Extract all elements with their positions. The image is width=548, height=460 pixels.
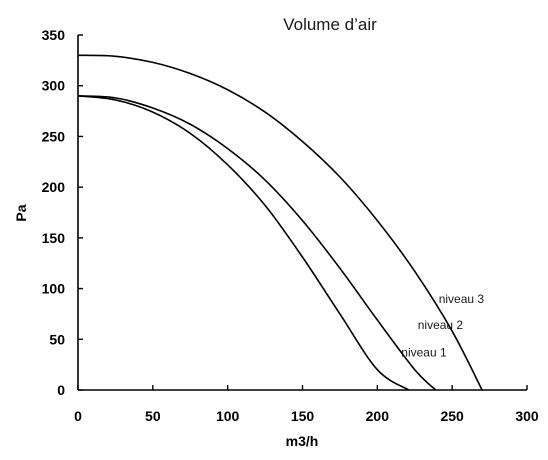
series-group <box>77 54 483 391</box>
y-tick-label: 350 <box>42 27 66 43</box>
y-tick-label: 200 <box>42 179 66 195</box>
x-ticks: 0 50 100 150 200 250 300 <box>74 385 539 424</box>
y-tick-label: 150 <box>42 230 66 246</box>
x-tick-label: 100 <box>216 408 240 424</box>
x-tick-label: 300 <box>515 408 539 424</box>
x-tick-label: 50 <box>145 408 161 424</box>
x-tick-label: 0 <box>74 408 82 424</box>
series-annotation-2: niveau 2 <box>418 318 464 332</box>
y-tick-label: 250 <box>42 128 66 144</box>
x-axis-label: m3/h <box>286 433 319 449</box>
series-line-3 <box>77 54 483 391</box>
y-tick-label: 300 <box>42 78 66 94</box>
x-tick-label: 250 <box>440 408 464 424</box>
series-line-1 <box>77 95 410 391</box>
series-line-2 <box>77 95 437 391</box>
annotations: niveau 1 niveau 2 niveau 3 <box>401 292 484 360</box>
x-tick-label: 200 <box>366 408 390 424</box>
series-annotation-3: niveau 3 <box>439 292 485 306</box>
chart-title: Volume d’air <box>283 15 377 34</box>
y-tick-label: 0 <box>57 382 65 398</box>
y-tick-label: 50 <box>49 331 65 347</box>
y-axis-label: Pa <box>13 204 29 221</box>
series-annotation-1: niveau 1 <box>401 346 447 360</box>
x-tick-label: 150 <box>291 408 315 424</box>
y-tick-label: 100 <box>42 281 66 297</box>
axes <box>77 35 527 391</box>
y-ticks: 0 50 100 150 200 250 300 350 <box>42 27 83 398</box>
